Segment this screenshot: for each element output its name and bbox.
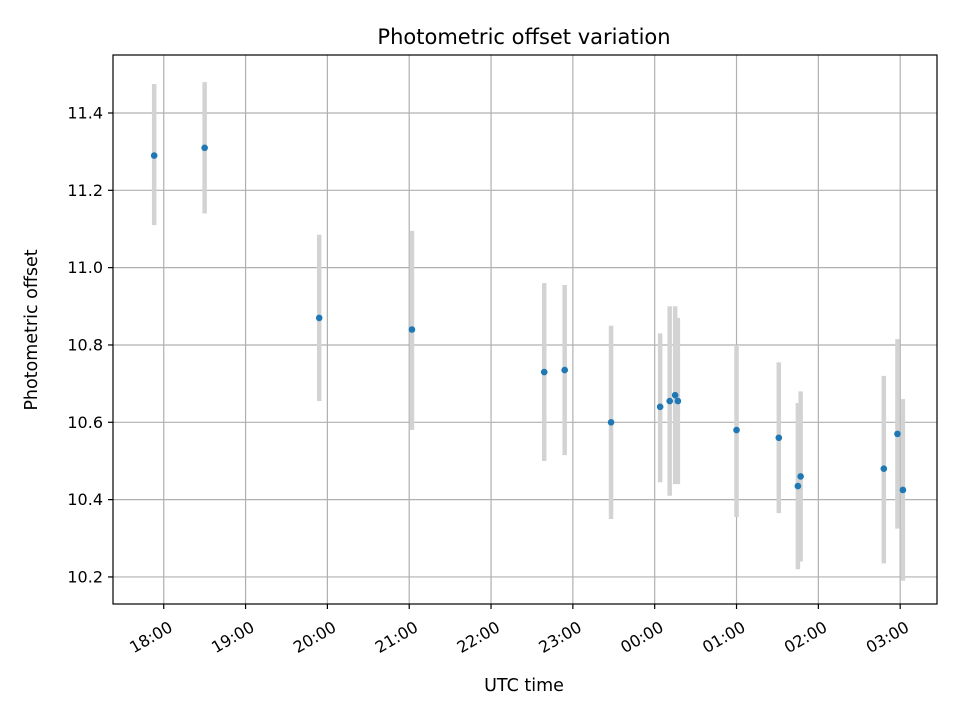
chart-title: Photometric offset variation	[377, 25, 670, 49]
data-point	[733, 426, 740, 434]
data-point	[656, 403, 664, 411]
y-tick-label: 10.4	[67, 490, 103, 509]
y-tick-label: 11.0	[67, 258, 103, 277]
data-point	[666, 397, 673, 405]
data-point	[794, 482, 802, 490]
data-point	[408, 326, 416, 333]
data-point	[315, 314, 323, 322]
y-axis-title: Photometric offset	[22, 249, 42, 410]
x-axis-title: UTC time	[484, 676, 564, 696]
y-tick-label: 10.8	[67, 335, 103, 354]
data-point	[561, 366, 568, 374]
data-point	[894, 430, 901, 438]
data-point	[797, 473, 804, 480]
data-point	[775, 434, 783, 442]
y-axis-ticks: 10.2 10.4 10.6 10.8 11.0 11.2 11.4	[67, 103, 113, 586]
data-point	[674, 397, 682, 405]
y-tick-label: 10.6	[67, 413, 103, 432]
data-points	[150, 144, 907, 494]
data-point	[899, 486, 907, 494]
data-point	[150, 152, 158, 159]
data-point	[671, 391, 679, 399]
data-point	[540, 368, 548, 376]
y-tick-label: 11.2	[67, 181, 103, 200]
data-point	[607, 418, 615, 426]
data-point	[201, 144, 208, 152]
plot-frame	[112, 54, 938, 605]
y-tick-label: 10.2	[67, 567, 103, 586]
data-point	[880, 465, 888, 472]
y-tick-label: 11.4	[67, 103, 103, 122]
